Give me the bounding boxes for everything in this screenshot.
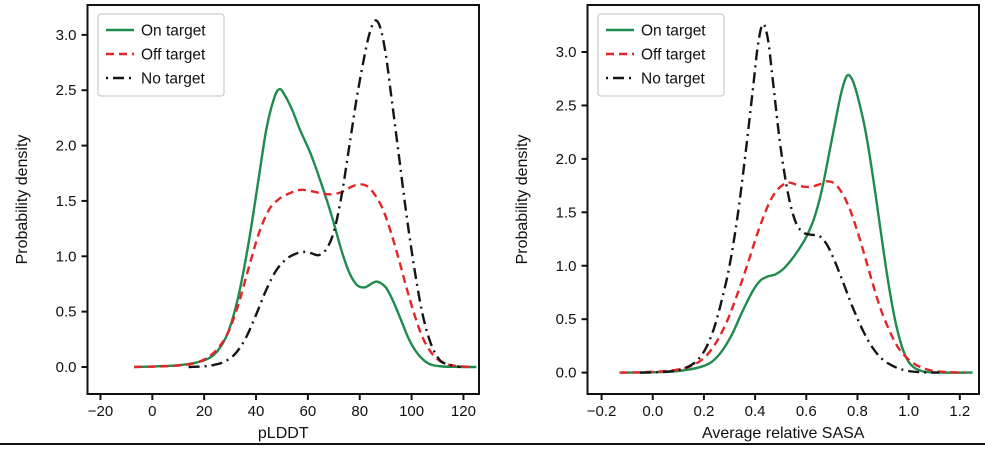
x-tick-label: 60 (300, 403, 317, 420)
y-tick-label: 2.5 (56, 82, 77, 99)
y-tick-label: 0.5 (56, 304, 77, 321)
legend-label: Off target (141, 47, 206, 64)
plot-area-border (586, 4, 980, 395)
y-tick-label: 2.5 (556, 97, 577, 114)
y-tick-label: 0.5 (556, 311, 577, 328)
x-tick-label: 0.0 (642, 403, 663, 420)
x-axis-label: Average relative SASA (702, 425, 865, 442)
legend-box (97, 13, 225, 97)
x-tick-label: 0.2 (693, 403, 714, 420)
on-target-curve (621, 73, 973, 374)
legend-item-no-target: No target (606, 71, 705, 88)
y-tick-label: 2.0 (56, 138, 77, 155)
legend-item-on-target: On target (106, 23, 206, 40)
x-tick-label: 0.8 (847, 403, 868, 420)
legend: On target Off target No target (97, 13, 225, 97)
y-tick-label: 0.0 (56, 359, 77, 376)
no-target-curve (639, 22, 940, 374)
x-tick-label: 0.4 (745, 403, 766, 420)
y-tick-label: 3.0 (556, 44, 577, 61)
y-tick-label: 1.0 (556, 258, 577, 275)
y-tick-label: 3.0 (56, 27, 77, 44)
y-axis-label: Probability density (514, 135, 531, 265)
x-axis-label: pLDDT (258, 425, 309, 442)
plot-area-border (86, 4, 480, 395)
figure-bottom-border (0, 443, 985, 445)
off-target-curve (134, 183, 472, 369)
plddt-density-chart: −20 0 20 40 60 80 100 120 0.0 0.5 1.0 1.5 2.0 2.5 3.0 p… (14, 4, 480, 442)
x-tick-label: −20 (88, 403, 113, 420)
legend-box (597, 13, 725, 97)
y-tick-label: 1.5 (556, 204, 577, 221)
no-target-curve (188, 19, 462, 369)
legend-item-no-target: No target (106, 71, 205, 88)
x-tick-label: 0 (148, 403, 156, 420)
plddt-chart-panel: −20 0 20 40 60 80 100 120 0.0 0.5 1.0 1.5 2.0 2.5 3.0 p… (0, 0, 500, 443)
x-tick-label: 100 (399, 403, 424, 420)
legend-item-off-target: Off target (106, 47, 206, 64)
y-tick-label: 1.5 (56, 193, 77, 210)
y-tick-label: 1.0 (56, 248, 77, 265)
x-tick-label: −0.2 (587, 403, 617, 420)
legend-label: No target (641, 71, 705, 88)
legend-item-off-target: Off target (606, 47, 706, 64)
y-axis-label: Probability density (14, 135, 31, 265)
off-target-curve (619, 180, 965, 374)
x-tick-label: 40 (248, 403, 265, 420)
legend-label: Off target (641, 47, 706, 64)
x-tick-label: 1.2 (949, 403, 970, 420)
legend-label: On target (141, 23, 206, 40)
x-tick-label: 80 (351, 403, 368, 420)
legend-label: No target (141, 71, 205, 88)
y-tick-label: 2.0 (556, 151, 577, 168)
y-tick-label: 0.0 (556, 365, 577, 382)
x-tick-label: 1.0 (898, 403, 919, 420)
x-tick-label: 0.6 (796, 403, 817, 420)
legend: On target Off target No target (597, 13, 725, 97)
x-tick-label: 120 (451, 403, 476, 420)
sasa-density-chart: −0.2 0.0 0.2 0.4 0.6 0.8 1.0 1.2 0.0 0.5 1.0 1.5 2.0… (514, 4, 980, 442)
x-tick-label: 20 (196, 403, 213, 420)
on-target-curve (134, 87, 477, 369)
legend-label: On target (641, 23, 706, 40)
legend-item-on-target: On target (606, 23, 706, 40)
sasa-chart-panel: −0.2 0.0 0.2 0.4 0.6 0.8 1.0 1.2 0.0 0.5 1.0 1.5 2.0… (500, 0, 985, 443)
